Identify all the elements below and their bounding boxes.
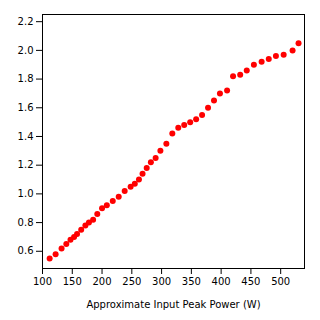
svg-text:1.0: 1.0: [18, 188, 34, 199]
svg-text:0.6: 0.6: [18, 245, 34, 256]
svg-text:2.0: 2.0: [18, 45, 34, 56]
svg-text:Approximate Input Peak Power (: Approximate Input Peak Power (W): [86, 299, 260, 310]
svg-text:400: 400: [212, 276, 231, 287]
svg-text:1.2: 1.2: [18, 159, 34, 170]
svg-text:200: 200: [92, 276, 111, 287]
svg-text:450: 450: [241, 276, 260, 287]
svg-text:250: 250: [122, 276, 141, 287]
svg-text:300: 300: [152, 276, 171, 287]
svg-text:1.8: 1.8: [18, 73, 34, 84]
svg-text:0.8: 0.8: [18, 217, 34, 228]
svg-text:1.6: 1.6: [18, 102, 34, 113]
svg-text:2.2: 2.2: [18, 16, 34, 27]
svg-text:150: 150: [63, 276, 82, 287]
svg-text:100: 100: [33, 276, 52, 287]
svg-text:350: 350: [182, 276, 201, 287]
svg-text:1.4: 1.4: [18, 131, 34, 142]
svg-text:500: 500: [271, 276, 290, 287]
